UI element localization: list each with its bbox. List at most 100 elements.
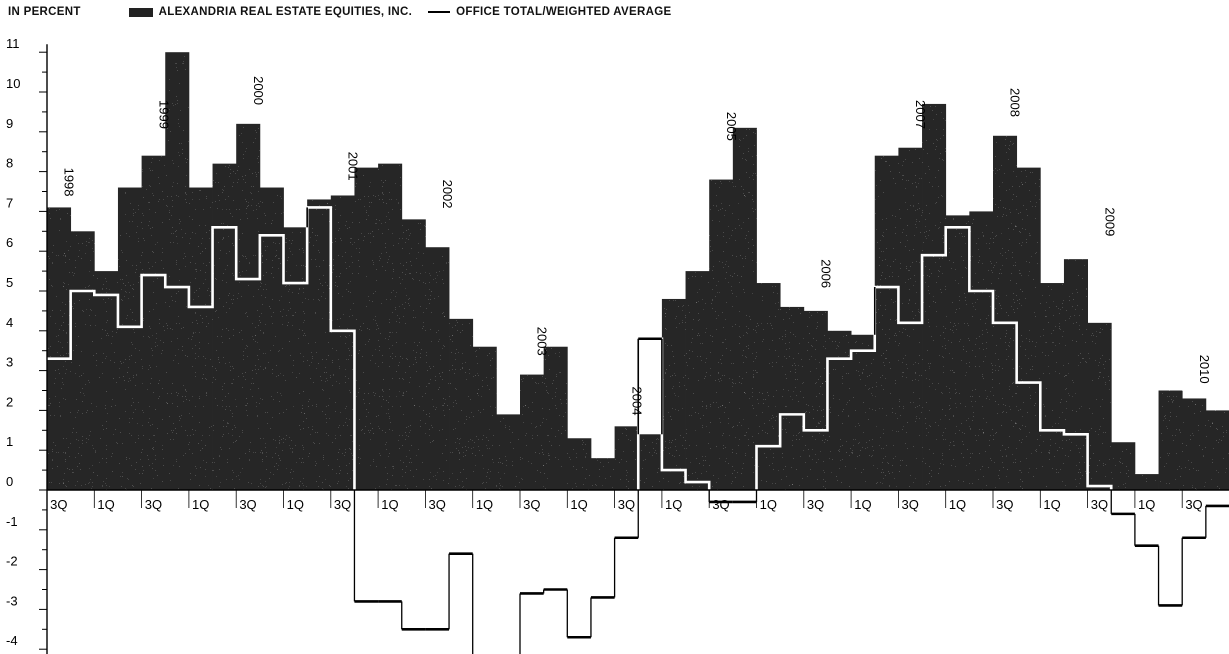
bar-4 (141, 155, 166, 490)
line-series-swatch (428, 11, 451, 13)
bar-27 (685, 271, 710, 490)
year-labels: 1998 1999 2000 2001 2002 2003 2004 2005 2006 2007… (62, 76, 1212, 415)
x-tick-label: 3Q (145, 497, 162, 512)
bar-39 (969, 211, 994, 490)
bar-28 (709, 179, 734, 490)
bar-series-legend-label: ALEXANDRIA REAL ESTATE EQUITIES, INC. (158, 6, 413, 18)
y-tick-label: 1 (6, 434, 13, 449)
bar-34 (851, 334, 876, 490)
bar-29 (732, 127, 757, 490)
x-tick-label: 3Q (807, 497, 824, 512)
x-tick-label: 1Q (476, 497, 493, 512)
bar-5 (165, 52, 190, 490)
x-tick-label: 3Q (712, 497, 729, 512)
bar-22 (567, 438, 592, 490)
bar-35 (874, 155, 899, 490)
unit-label: IN PERCENT (8, 6, 81, 18)
y-tick-label: 5 (6, 275, 13, 290)
x-tick-label: 3Q (50, 497, 67, 512)
x-tick-label: 3Q (1185, 497, 1202, 512)
x-tick-label: 1Q (381, 497, 398, 512)
bar-41 (1016, 167, 1041, 490)
y-tick-label: 7 (6, 195, 13, 210)
bar-25 (638, 434, 663, 490)
year-label-2008: 2008 (1008, 88, 1023, 117)
x-tick-labels: 3Q 1Q 3Q 1Q 3Q 1Q 3Q 1Q 3Q 1Q 3Q 1Q 3Q 1Q 3Q 1Q 3Q 1Q 3Q 1Q… (46, 490, 1203, 512)
bar-8 (236, 123, 261, 490)
year-label-2004: 2004 (629, 387, 644, 416)
year-label-2010: 2010 (1197, 355, 1212, 384)
bar-15 (401, 219, 426, 491)
bar-14 (378, 163, 403, 490)
y-tick-label: 2 (6, 394, 13, 409)
bar-30 (756, 283, 781, 490)
bars-layer (47, 52, 1229, 491)
bar-6 (188, 187, 213, 490)
bar-21 (543, 346, 568, 490)
bar-40 (993, 135, 1018, 490)
bar-24 (614, 426, 639, 490)
y-tick-label: -1 (6, 514, 18, 529)
bar-45 (1111, 442, 1136, 490)
bar-3 (117, 187, 142, 490)
x-tick-label: 1Q (760, 497, 777, 512)
y-tick-label: 6 (6, 235, 13, 250)
bar-38 (945, 215, 970, 490)
bar-43 (1063, 259, 1088, 490)
x-tick-label: 1Q (1138, 497, 1155, 512)
bar-10 (283, 227, 308, 490)
x-tick-label: 3Q (523, 497, 540, 512)
x-tick-label: 1Q (1043, 497, 1060, 512)
x-tick-label: 1Q (97, 497, 114, 512)
bar-1 (70, 231, 95, 491)
year-label-2002: 2002 (440, 180, 455, 209)
bar-33 (827, 330, 852, 490)
x-tick-label: 1Q (287, 497, 304, 512)
y-tick-label: 9 (6, 116, 13, 131)
bar-26 (661, 298, 686, 490)
year-label-2003: 2003 (535, 327, 550, 356)
bar-48 (1182, 398, 1207, 490)
bar-11 (307, 199, 332, 490)
line-layer (47, 206, 1229, 654)
y-tick-label: 10 (6, 76, 20, 91)
x-tick-label: 1Q (854, 497, 871, 512)
x-tick-label: 3Q (902, 497, 919, 512)
y-tick-label: -2 (6, 554, 18, 569)
line-series-legend-label: OFFICE TOTAL/WEIGHTED AVERAGE (456, 6, 672, 18)
x-tick-label: 3Q (239, 497, 256, 512)
x-tick-label: 3Q (1091, 497, 1108, 512)
bar-0 (47, 207, 72, 491)
year-label-2006: 2006 (819, 259, 834, 288)
bar-32 (803, 310, 828, 490)
bar-37 (922, 103, 947, 490)
year-label-2000: 2000 (251, 76, 266, 105)
bar-18 (472, 346, 497, 490)
y-tick-label: 3 (6, 355, 13, 370)
bar-47 (1158, 390, 1183, 490)
bar-12 (330, 195, 355, 491)
x-tick-label: 1Q (192, 497, 209, 512)
x-tick-label: 1Q (570, 497, 587, 512)
bar-7 (212, 163, 237, 490)
y-tick-label: 8 (6, 156, 13, 171)
bar-31 (780, 306, 805, 490)
bar-17 (449, 318, 474, 490)
year-label-2005: 2005 (724, 112, 739, 141)
y-tick-label: 11 (6, 36, 20, 51)
bar-16 (425, 247, 450, 490)
bar-44 (1087, 322, 1112, 490)
y-tick-label: -3 (6, 593, 18, 608)
year-label-1998: 1998 (62, 168, 77, 197)
axes (39, 44, 1229, 654)
bar-20 (520, 374, 545, 490)
x-tick-label: 1Q (949, 497, 966, 512)
x-tick-label: 3Q (334, 497, 351, 512)
y-tick-label: -4 (6, 633, 18, 648)
bar-49 (1205, 410, 1229, 490)
year-label-2007: 2007 (913, 100, 928, 129)
y-tick-label: 0 (6, 474, 13, 489)
bar-46 (1134, 474, 1159, 490)
